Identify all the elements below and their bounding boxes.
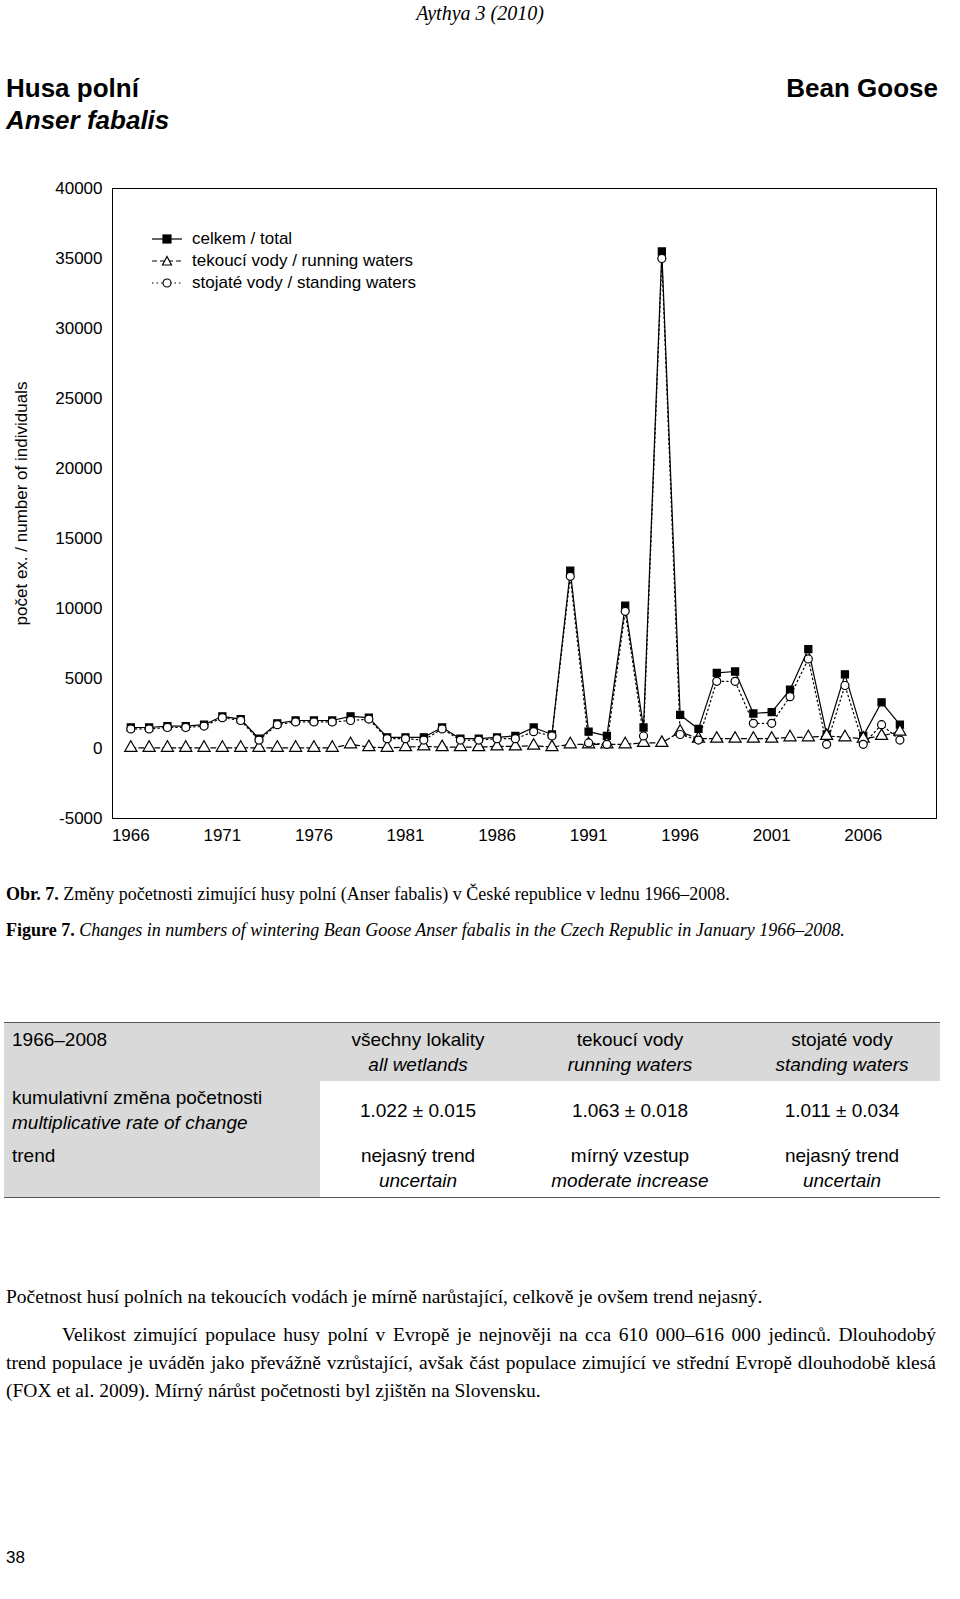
html-text:Obr. 7. Změny početnosti zimuj: Obr. 7. Změny početnosti zimující husy p… [6, 884, 730, 904]
html-text:stojaté vody: stojaté vody [791, 1029, 893, 1050]
svg-text:1966: 1966 [112, 826, 150, 845]
html-text:uncertain: uncertain [802, 1170, 882, 1191]
svg-text:2006: 2006 [844, 826, 882, 845]
svg-text:1996: 1996 [661, 826, 699, 845]
svg-text:2001: 2001 [753, 826, 791, 845]
svg-text:10000: 10000 [55, 599, 102, 618]
html-text:Husa polní: Husa polní [6, 73, 139, 103]
svg-text:počet ex. / number of individu: počet ex. / number of individuals [12, 382, 31, 626]
html-text:tekoucí vody / running waters: tekoucí vody / running waters [192, 251, 414, 270]
html-text:všechny lokality: všechny lokality [351, 1029, 485, 1050]
svg-text:30000: 30000 [55, 319, 102, 338]
html-text:standing waters: standing waters [775, 1054, 909, 1075]
html-text:multiplicative rate of change: multiplicative rate of change [12, 1112, 248, 1133]
svg-text:1976: 1976 [295, 826, 333, 845]
svg-text:5000: 5000 [65, 669, 103, 688]
svg-text:1971: 1971 [203, 826, 241, 845]
svg-text:25000: 25000 [55, 389, 102, 408]
html-text:Početnost husí polních na teko: Početnost husí polních na tekoucích vodá… [6, 1286, 763, 1307]
html-text:uncertain: uncertain [378, 1170, 458, 1191]
svg-text:1986: 1986 [478, 826, 516, 845]
html-text:Velikost zimující populace hus: Velikost zimující populace husy polní v … [6, 1324, 936, 1401]
svg-text:35000: 35000 [55, 249, 102, 268]
html-text:1.011 ± 0.034: 1.011 ± 0.034 [784, 1099, 900, 1121]
html-text:1.063 ± 0.018: 1.063 ± 0.018 [571, 1099, 688, 1121]
html-text:Anser fabalis: Anser fabalis [6, 105, 170, 135]
html-text:all wetlands: all wetlands [368, 1054, 468, 1075]
html-text:kumulativní změna početnosti: kumulativní změna početnosti [12, 1087, 263, 1108]
html-text:nejasný trend: nejasný trend [784, 1145, 899, 1166]
svg-text:-5000: -5000 [59, 809, 102, 828]
html-text:stojaté vody / standing waters: stojaté vody / standing waters [192, 273, 416, 292]
svg-text:1991: 1991 [570, 826, 608, 845]
html-text:1966–2008: 1966–2008 [12, 1029, 108, 1050]
svg-text:1981: 1981 [387, 826, 425, 845]
svg-text:0: 0 [93, 739, 102, 758]
html-text:nejasný trend: nejasný trend [361, 1145, 475, 1166]
html-text:38: 38 [6, 1548, 25, 1567]
html-text:tekoucí vody: tekoucí vody [576, 1029, 684, 1050]
html-text:Figure 7. Changes in numbers o: Figure 7. Changes in numbers of winterin… [6, 920, 845, 940]
svg-text:15000: 15000 [55, 529, 102, 548]
html-text:running waters: running waters [567, 1054, 693, 1075]
html-text:Aythya 3 (2010): Aythya 3 (2010) [416, 2, 544, 24]
html-text:trend: trend [12, 1145, 56, 1166]
html-text:celkem / total: celkem / total [192, 229, 293, 248]
html-text:moderate increase: moderate increase [551, 1170, 709, 1191]
html-text:Bean Goose: Bean Goose [786, 73, 938, 103]
html-text:1.022 ± 0.015: 1.022 ± 0.015 [360, 1099, 476, 1121]
svg-text:40000: 40000 [55, 179, 102, 198]
svg-text:20000: 20000 [55, 459, 102, 478]
html-text:mírný vzestup: mírný vzestup [570, 1145, 690, 1166]
